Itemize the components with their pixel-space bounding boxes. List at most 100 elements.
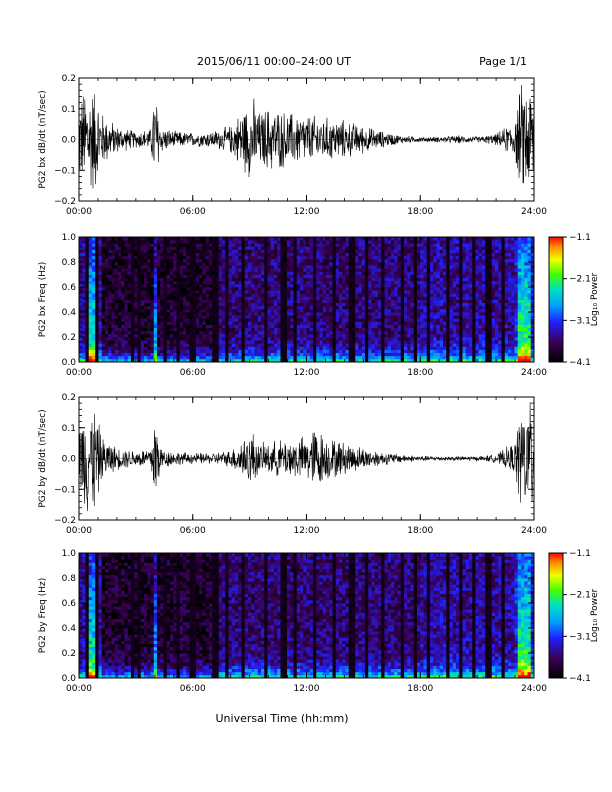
spectrogram-cell (98, 349, 103, 354)
spectrogram-cell (157, 308, 161, 313)
spectrogram-cell (114, 302, 119, 307)
spectrogram-cell (215, 296, 220, 300)
spectrogram-cell (209, 358, 213, 363)
spectrogram-cell (82, 352, 86, 357)
spectrogram-cell (222, 280, 226, 285)
spectrogram-cell (365, 337, 369, 341)
spectrogram-cell (95, 249, 99, 254)
spectrogram-cell (205, 268, 210, 272)
spectrogram-cell (134, 265, 138, 269)
spectrogram-cell (179, 265, 184, 269)
spectrogram-cell (111, 237, 116, 241)
spectrogram-cell (153, 265, 158, 269)
spectrogram-cell (270, 290, 275, 294)
spectrogram-cell (261, 305, 265, 310)
spectrogram-cell (101, 299, 106, 304)
spectrogram-cell (313, 252, 317, 257)
spectrogram-cell (176, 265, 181, 269)
spectrogram-cell (88, 237, 93, 241)
spectrogram-cell (423, 355, 428, 360)
spectrogram-cell (326, 280, 330, 285)
spectrogram-cell (303, 321, 307, 325)
spectrogram-cell (459, 249, 463, 254)
spectrogram-cell (345, 327, 350, 332)
spectrogram-cell (189, 302, 194, 307)
spectrogram-cell (225, 324, 229, 329)
spectrogram-cell (420, 246, 424, 250)
spectrogram-cell (329, 271, 333, 275)
spectrogram-cell (348, 312, 353, 316)
spectrogram-cell (235, 340, 239, 344)
spectrogram-cell (209, 240, 213, 244)
spectrogram-cell (446, 258, 450, 263)
spectrogram-cell (274, 355, 278, 360)
spectrogram-cell (436, 330, 441, 335)
spectrogram-cell (384, 302, 389, 307)
spectrogram-cell (391, 349, 395, 354)
spectrogram-cell (358, 324, 363, 329)
spectrogram-cell (124, 240, 129, 244)
spectrogram-cell (287, 321, 291, 325)
spectrogram-cell (452, 249, 457, 254)
spectrogram-cell (264, 287, 268, 291)
spectrogram-cell (400, 321, 405, 325)
spectrogram-cell (381, 290, 385, 294)
spectrogram-cell (173, 299, 177, 304)
spectrogram-cell (407, 333, 411, 338)
spectrogram-cell (270, 271, 275, 275)
spectrogram-cell (335, 280, 340, 285)
spectrogram-cell (420, 249, 424, 254)
spectrogram-cell (166, 296, 171, 300)
spectrogram-cell (231, 358, 236, 363)
spectrogram-cell (173, 287, 177, 291)
spectrogram-cell (137, 258, 142, 263)
spectrogram-cell (452, 268, 457, 272)
spectrogram-cell (98, 324, 103, 329)
spectrogram-cell (439, 249, 444, 254)
spectrogram-cell (368, 299, 372, 304)
spectrogram-cell (173, 315, 177, 319)
spectrogram-cell (309, 327, 314, 332)
spectrogram-cell (296, 299, 301, 304)
spectrogram-cell (192, 321, 197, 325)
spectrogram-cell (378, 352, 382, 357)
spectrogram-cell (231, 312, 236, 316)
spectrogram-cell (339, 333, 343, 338)
spectrogram-cell (339, 255, 343, 260)
spectrogram-cell (150, 255, 155, 260)
spectrogram-cell (274, 271, 278, 275)
spectrogram-cell (261, 299, 265, 304)
spectrogram-cell (209, 262, 213, 266)
spectrogram-cell (296, 243, 301, 247)
spectrogram-cell (293, 280, 298, 285)
spectrogram-cell (209, 355, 213, 360)
spectrogram-cell (108, 243, 112, 247)
spectrogram-cell (371, 268, 376, 272)
spectrogram-cell (329, 290, 333, 294)
spectrogram-cell (248, 290, 252, 294)
spectrogram-cell (391, 237, 395, 241)
spectrogram-cell (105, 302, 109, 307)
spectrogram-cell (134, 246, 138, 250)
spectrogram-cell (387, 302, 392, 307)
spectrogram-cell (264, 327, 268, 332)
spectrogram-cell (82, 355, 86, 360)
spectrogram-cell (400, 315, 405, 319)
spectrogram-cell (394, 312, 398, 316)
spectrogram-cell (98, 312, 103, 316)
spectrogram-cell (95, 312, 99, 316)
spectrogram-cell (192, 333, 197, 338)
spectrogram-cell (105, 293, 109, 297)
spectrogram-cell (280, 346, 285, 350)
spectrogram-cell (176, 252, 181, 257)
spectrogram-cell (85, 283, 90, 288)
spectrogram-cell (153, 343, 158, 347)
spectrogram-cell (238, 343, 242, 347)
spectrogram-cell (352, 327, 356, 332)
spectrogram-cell (114, 293, 119, 297)
spectrogram-cell (423, 308, 428, 313)
spectrogram-cell (244, 333, 249, 338)
spectrogram-cell (215, 249, 220, 254)
spectrogram-cell (254, 290, 259, 294)
spectrogram-cell (179, 249, 184, 254)
